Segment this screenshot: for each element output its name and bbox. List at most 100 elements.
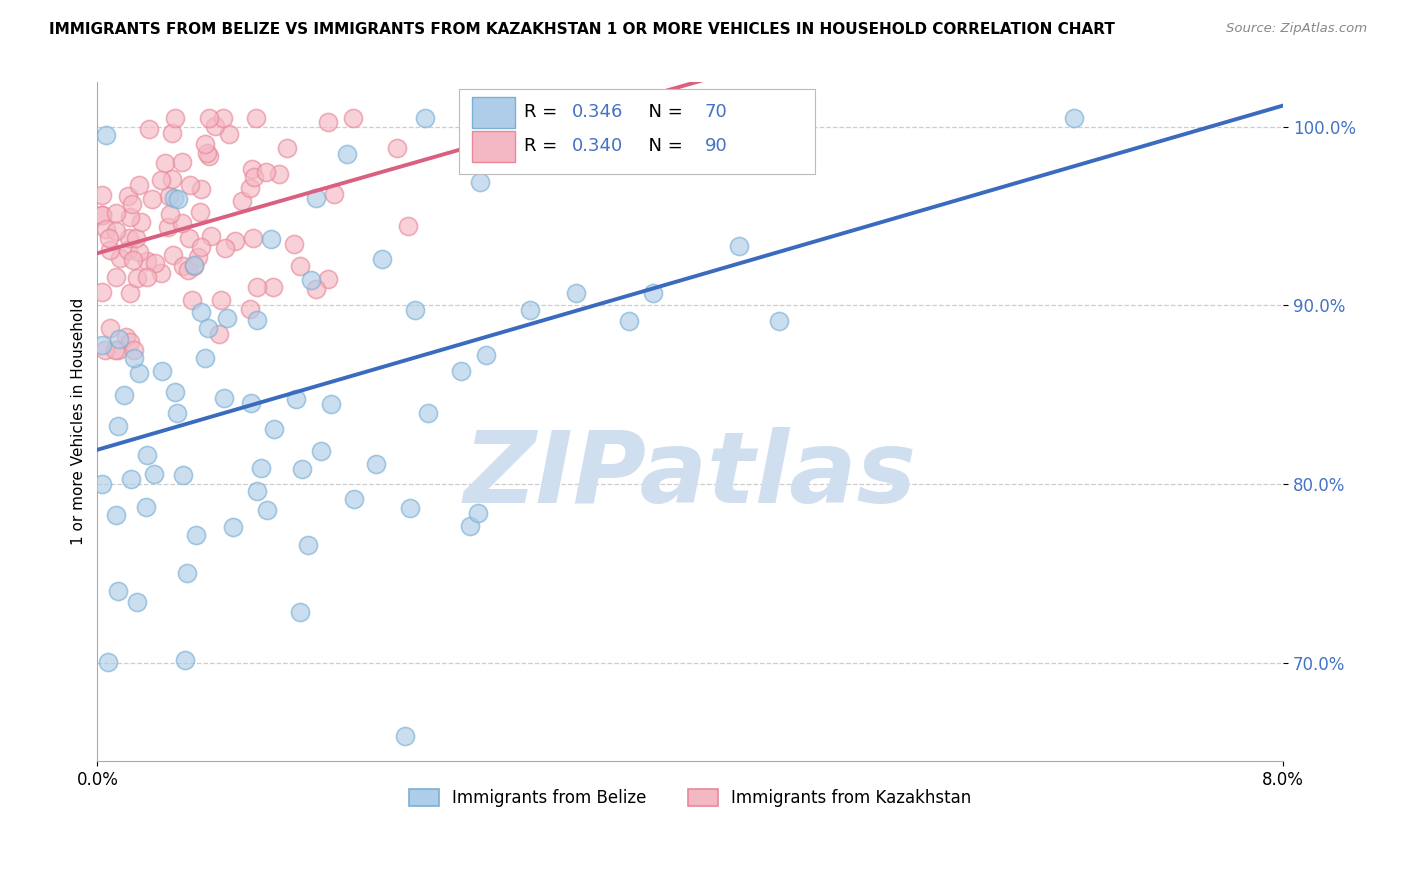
Point (166, 406, 188, 420)
Point (90, 209, 112, 223)
Point (297, 538, 319, 552)
Point (768, 313, 790, 327)
Point (117, 244, 139, 258)
Point (98, 231, 121, 245)
Point (135, 448, 157, 462)
Point (212, 111, 235, 125)
Point (170, 155, 193, 169)
Point (114, 329, 136, 343)
Point (246, 280, 269, 294)
Point (179, 230, 201, 244)
Point (155, 155, 177, 169)
Point (172, 467, 194, 482)
Point (218, 127, 240, 141)
Point (267, 167, 290, 181)
Point (122, 253, 145, 268)
Point (263, 422, 285, 436)
Point (156, 219, 179, 234)
Point (190, 182, 212, 196)
Point (215, 311, 238, 326)
Point (118, 335, 141, 350)
Point (450, 364, 472, 378)
FancyBboxPatch shape (472, 97, 515, 128)
Point (138, 122, 160, 136)
Point (122, 343, 145, 357)
Point (108, 332, 131, 346)
Point (224, 234, 246, 248)
Point (242, 231, 264, 245)
Point (179, 178, 201, 192)
Text: ZIPatlas: ZIPatlas (464, 427, 917, 524)
Point (262, 280, 284, 294)
Point (283, 236, 305, 251)
Point (197, 320, 219, 334)
Point (728, 239, 751, 253)
Point (468, 175, 491, 189)
Point (98, 320, 121, 334)
Point (121, 197, 143, 211)
Point (176, 566, 198, 581)
Point (167, 192, 190, 206)
Point (141, 192, 163, 206)
Text: 0.340: 0.340 (572, 137, 623, 155)
Point (319, 397, 342, 411)
Point (125, 230, 148, 244)
Point (128, 178, 150, 192)
Point (231, 194, 253, 208)
Point (194, 351, 217, 365)
Point (143, 256, 166, 270)
Point (112, 387, 135, 401)
Point (190, 305, 212, 319)
Point (143, 467, 166, 482)
Point (309, 443, 332, 458)
Point (208, 326, 231, 341)
Point (246, 484, 269, 499)
Point (336, 146, 359, 161)
Point (108, 251, 131, 265)
Point (458, 519, 481, 533)
Point (118, 231, 141, 245)
Point (322, 186, 344, 201)
Text: N =: N = (637, 137, 689, 155)
Point (97, 655, 120, 669)
Point (396, 219, 419, 233)
FancyBboxPatch shape (458, 88, 814, 174)
Point (366, 457, 388, 471)
Text: IMMIGRANTS FROM BELIZE VS IMMIGRANTS FROM KAZAKHSTAN 1 OR MORE VEHICLES IN HOUSE: IMMIGRANTS FROM BELIZE VS IMMIGRANTS FRO… (49, 22, 1115, 37)
Point (305, 282, 328, 296)
Point (342, 111, 364, 125)
Point (316, 115, 339, 129)
Point (387, 141, 409, 155)
Point (605, 111, 627, 125)
Point (404, 303, 426, 318)
Point (135, 269, 157, 284)
Point (172, 259, 194, 273)
Point (204, 119, 226, 133)
Point (284, 392, 307, 406)
Point (165, 111, 187, 125)
Point (98, 243, 121, 257)
Point (239, 395, 262, 409)
Point (190, 240, 212, 254)
Point (90, 285, 112, 299)
Point (467, 506, 489, 520)
Point (128, 245, 150, 260)
Point (160, 126, 183, 140)
Point (165, 384, 187, 399)
Text: R =: R = (524, 103, 564, 121)
Point (157, 189, 180, 203)
Point (129, 215, 152, 229)
Point (371, 252, 394, 267)
Text: N =: N = (637, 103, 689, 121)
Point (619, 314, 641, 328)
Point (181, 293, 204, 307)
Point (343, 491, 366, 506)
Point (150, 172, 173, 186)
Point (254, 165, 277, 179)
Point (195, 146, 218, 161)
Point (276, 141, 298, 155)
Point (159, 207, 181, 221)
Point (107, 583, 129, 598)
Point (288, 259, 311, 273)
Point (120, 472, 142, 486)
